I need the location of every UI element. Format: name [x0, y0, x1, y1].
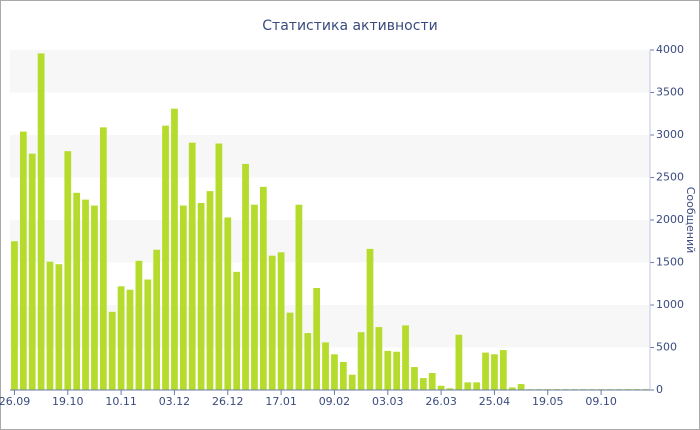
grid-band: [10, 50, 650, 93]
bar: [64, 151, 72, 390]
bar: [46, 261, 54, 390]
bar: [19, 131, 27, 390]
bar: [348, 374, 356, 390]
bar: [171, 108, 178, 391]
y-tick-label: 2000: [656, 213, 684, 226]
bar: [331, 354, 338, 390]
x-tick-label: 09.02: [319, 395, 351, 408]
bar: [135, 260, 143, 390]
y-tick-label: 1500: [656, 256, 684, 269]
x-tick-label: 10.11: [105, 395, 137, 408]
x-tick-label: 26.03: [425, 395, 457, 408]
bar: [286, 312, 294, 390]
x-tick-label: 03.03: [372, 395, 404, 408]
bar: [242, 163, 249, 390]
bar: [259, 186, 267, 390]
bar: [108, 311, 116, 390]
x-tick-label: 19.05: [532, 395, 564, 408]
bar: [499, 350, 507, 390]
bar: [224, 217, 232, 390]
bar: [188, 142, 196, 390]
bar: [464, 382, 472, 390]
x-tick-label: 26.12: [212, 395, 244, 408]
bar: [366, 248, 374, 390]
x-tick-label: 25.04: [479, 395, 511, 408]
bar: [411, 367, 418, 390]
bar: [384, 350, 392, 390]
bar: [55, 264, 63, 390]
bar: [446, 388, 454, 390]
bar: [233, 271, 241, 390]
bar: [153, 249, 161, 390]
bar: [91, 205, 98, 390]
grid-band: [10, 220, 650, 263]
bar: [251, 204, 258, 390]
x-tick-label: 09.10: [585, 395, 617, 408]
bar: [126, 289, 134, 390]
y-tick-label: 2500: [656, 171, 684, 184]
bar: [28, 153, 36, 390]
grid-band: [10, 135, 650, 178]
x-tick-label: 19.10: [52, 395, 84, 408]
bar: [162, 125, 169, 391]
bar: [82, 199, 89, 390]
y-tick-label: 3500: [656, 86, 684, 99]
bar: [99, 127, 107, 390]
bar: [455, 334, 463, 390]
x-tick-label: 26.09: [0, 395, 30, 408]
y-axis-label: Сообщений: [684, 187, 697, 254]
bar: [339, 361, 347, 390]
bar: [419, 378, 427, 390]
bar: [73, 192, 81, 390]
bar: [437, 385, 445, 390]
chart-title: Статистика активности: [262, 18, 437, 34]
bands: [10, 50, 650, 348]
bar: [117, 286, 125, 390]
bar: [206, 191, 214, 390]
y-tick-label: 1000: [656, 298, 684, 311]
y-tick-label: 4000: [656, 43, 684, 56]
bar: [375, 327, 383, 390]
bar: [482, 352, 489, 390]
bar: [402, 325, 409, 390]
grid-band: [10, 305, 650, 348]
bar: [215, 143, 223, 390]
bar: [508, 387, 516, 390]
bar: [313, 288, 321, 390]
bar: [11, 241, 18, 390]
bar: [197, 203, 205, 390]
y-tick-label: 0: [656, 383, 663, 396]
bar: [322, 342, 329, 390]
x-tick-label: 17.01: [265, 395, 297, 408]
bar: [144, 279, 152, 390]
bar: [304, 333, 312, 390]
bar: [393, 351, 401, 390]
bar: [277, 252, 285, 390]
bar: [37, 53, 45, 391]
y-tick-label: 500: [656, 341, 677, 354]
bar: [357, 332, 365, 390]
bar: [517, 384, 525, 390]
bar: [473, 382, 481, 390]
y-tick-label: 3000: [656, 128, 684, 141]
bar: [295, 204, 303, 390]
bar: [428, 373, 436, 390]
x-tick-label: 03.12: [159, 395, 191, 408]
bar: [179, 205, 187, 390]
bar: [268, 255, 276, 390]
bar: [491, 354, 498, 390]
